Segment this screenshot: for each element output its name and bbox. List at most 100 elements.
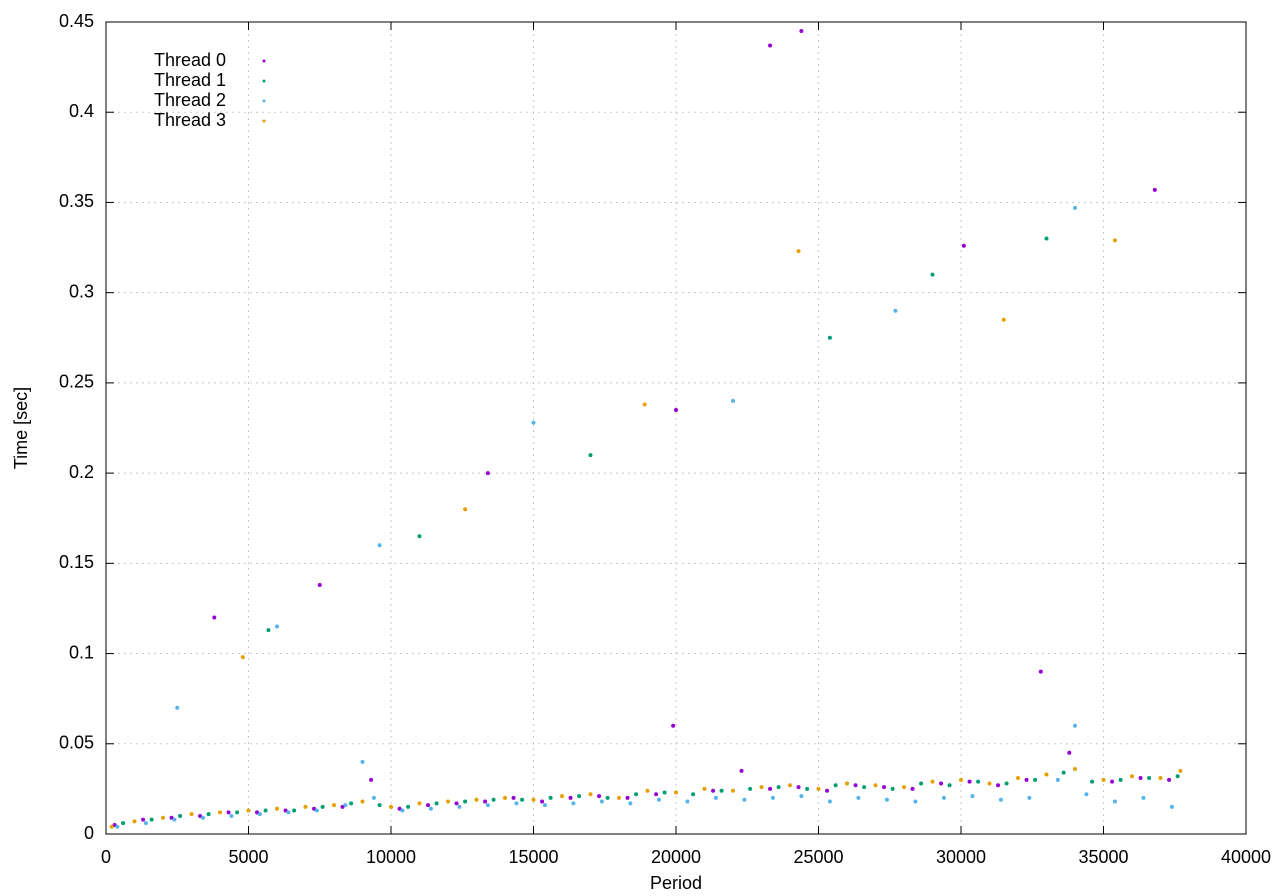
point [856, 795, 861, 800]
point [349, 801, 354, 806]
point [303, 804, 308, 809]
point [531, 420, 536, 425]
y-axis-label: Time [sec] [11, 387, 31, 469]
point [397, 806, 402, 811]
point [317, 582, 322, 587]
point [976, 779, 981, 784]
point [483, 799, 488, 804]
point [446, 799, 450, 804]
legend-label: Thread 2 [154, 90, 226, 110]
point [702, 786, 707, 791]
point [1141, 795, 1146, 800]
point [1055, 777, 1060, 782]
point [642, 402, 647, 407]
x-tick-label: 15000 [508, 847, 558, 867]
y-tick-label: 0.3 [69, 281, 94, 301]
y-tick-label: 0.15 [59, 552, 94, 572]
point [235, 810, 240, 815]
point [568, 795, 573, 800]
y-tick-label: 0.45 [59, 11, 94, 31]
point [172, 817, 177, 822]
point [770, 795, 775, 800]
point [845, 781, 849, 786]
point [275, 806, 279, 811]
x-tick-label: 0 [101, 847, 111, 867]
point [674, 790, 678, 795]
point [1027, 795, 1032, 800]
point [115, 824, 120, 829]
point [799, 794, 804, 799]
point [742, 797, 747, 802]
point [731, 398, 735, 403]
point [796, 249, 801, 254]
point [320, 804, 325, 809]
point [226, 810, 231, 815]
point [434, 801, 439, 806]
point [998, 797, 1003, 802]
point [121, 821, 126, 826]
point [939, 781, 944, 786]
point [332, 803, 336, 808]
y-tick-label: 0.4 [69, 101, 94, 121]
point [286, 810, 291, 815]
point [605, 795, 610, 800]
point [1167, 777, 1172, 782]
point [597, 794, 602, 799]
point [919, 781, 924, 786]
legend-swatch [262, 99, 266, 103]
y-tick-label: 0.2 [69, 462, 94, 482]
point [340, 804, 345, 809]
x-tick-label: 10000 [366, 847, 416, 867]
point [825, 788, 830, 793]
point [1178, 768, 1183, 773]
legend-label: Thread 1 [154, 70, 226, 90]
point [542, 803, 547, 808]
point [930, 779, 935, 784]
point [970, 794, 975, 799]
point [1175, 774, 1180, 779]
point [360, 799, 365, 804]
point [853, 783, 858, 788]
y-tick-label: 0.35 [59, 191, 94, 211]
point [189, 812, 194, 817]
point [454, 801, 459, 806]
point [175, 705, 180, 710]
point [805, 786, 810, 791]
point [577, 794, 582, 799]
point [571, 801, 576, 806]
point [161, 815, 165, 820]
point [1090, 779, 1095, 784]
point [428, 806, 433, 811]
point [713, 795, 718, 800]
point [748, 786, 753, 791]
point [987, 781, 992, 786]
x-tick-label: 5000 [228, 847, 268, 867]
x-tick-label: 30000 [936, 847, 986, 867]
y-tick-label: 0.05 [59, 733, 94, 753]
point [212, 615, 217, 620]
point [1033, 777, 1038, 782]
point [400, 808, 405, 813]
point [141, 817, 146, 822]
point [961, 243, 966, 248]
point [645, 788, 650, 793]
point [503, 795, 507, 800]
point [913, 799, 918, 804]
point [902, 785, 906, 790]
point [1158, 776, 1163, 781]
point [1044, 772, 1049, 777]
point [739, 768, 744, 773]
point [1112, 238, 1117, 243]
point [959, 777, 963, 782]
y-tick-label: 0.1 [69, 642, 94, 662]
point [266, 628, 271, 633]
point [371, 795, 376, 800]
point [947, 783, 952, 788]
point [132, 819, 137, 824]
point [1067, 750, 1072, 755]
point [520, 797, 525, 802]
point [314, 808, 319, 813]
point [1112, 799, 1117, 804]
point [1001, 317, 1006, 322]
